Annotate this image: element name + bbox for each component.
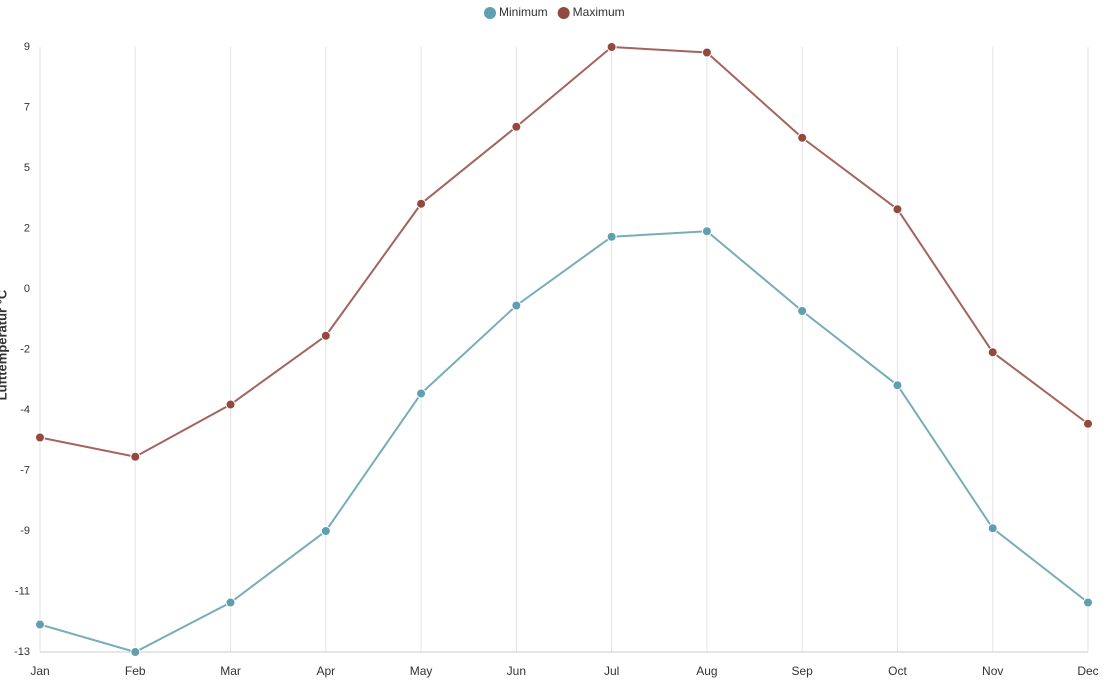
x-tick-label: Aug xyxy=(696,664,717,678)
x-tick-label: Dec xyxy=(1077,664,1098,678)
y-tick-label: -2 xyxy=(20,343,30,355)
data-point xyxy=(320,526,331,536)
y-tick-label: -4 xyxy=(20,404,30,416)
data-point xyxy=(320,330,331,341)
x-tick-label: Sep xyxy=(792,664,814,678)
data-point xyxy=(225,597,236,608)
data-point xyxy=(130,647,141,657)
data-point xyxy=(511,121,522,132)
data-point xyxy=(606,42,617,52)
data-point xyxy=(892,380,903,391)
x-tick-label: May xyxy=(410,664,433,678)
y-tick-label: -7 xyxy=(20,464,30,476)
x-tick-label: Jan xyxy=(30,664,49,678)
data-point xyxy=(606,231,617,242)
x-tick-label: Oct xyxy=(888,664,907,678)
data-point xyxy=(701,47,712,58)
data-point xyxy=(987,523,998,534)
x-tick-label: Mar xyxy=(220,664,241,678)
y-tick-label: 9 xyxy=(24,41,30,53)
legend-marker xyxy=(484,7,496,19)
series-line xyxy=(39,45,1089,458)
legend-label: Maximum xyxy=(573,5,625,19)
data-point xyxy=(1083,418,1093,429)
y-tick-label: -11 xyxy=(15,585,30,597)
x-tick-label: Jul xyxy=(604,664,619,678)
data-point xyxy=(35,619,45,630)
y-tick-label: 0 xyxy=(24,283,30,295)
y-tick-label: -9 xyxy=(20,525,30,537)
y-tick-label: -13 xyxy=(14,646,30,658)
data-point xyxy=(225,399,236,410)
y-tick-label: 2 xyxy=(24,222,30,234)
y-tick-label: 5 xyxy=(24,162,30,174)
data-point xyxy=(511,300,522,311)
x-tick-label: Nov xyxy=(982,664,1003,678)
data-point xyxy=(797,306,808,316)
data-point xyxy=(987,347,998,358)
x-tick-label: Apr xyxy=(316,664,335,678)
data-point xyxy=(130,451,141,462)
data-point xyxy=(35,432,45,443)
x-tick-label: Feb xyxy=(125,664,146,678)
data-point xyxy=(416,198,427,209)
data-point xyxy=(416,388,427,399)
y-axis-title: Lufttemperatur °C xyxy=(0,289,9,400)
y-tick-label: 7 xyxy=(24,101,30,113)
legend-marker xyxy=(557,7,570,19)
data-point xyxy=(892,204,903,215)
x-tick-label: Jun xyxy=(507,664,526,678)
legend-label: Minimum xyxy=(499,5,548,19)
data-point xyxy=(1083,597,1093,608)
data-point xyxy=(797,132,808,143)
data-point xyxy=(701,226,712,237)
series-line xyxy=(39,230,1089,654)
